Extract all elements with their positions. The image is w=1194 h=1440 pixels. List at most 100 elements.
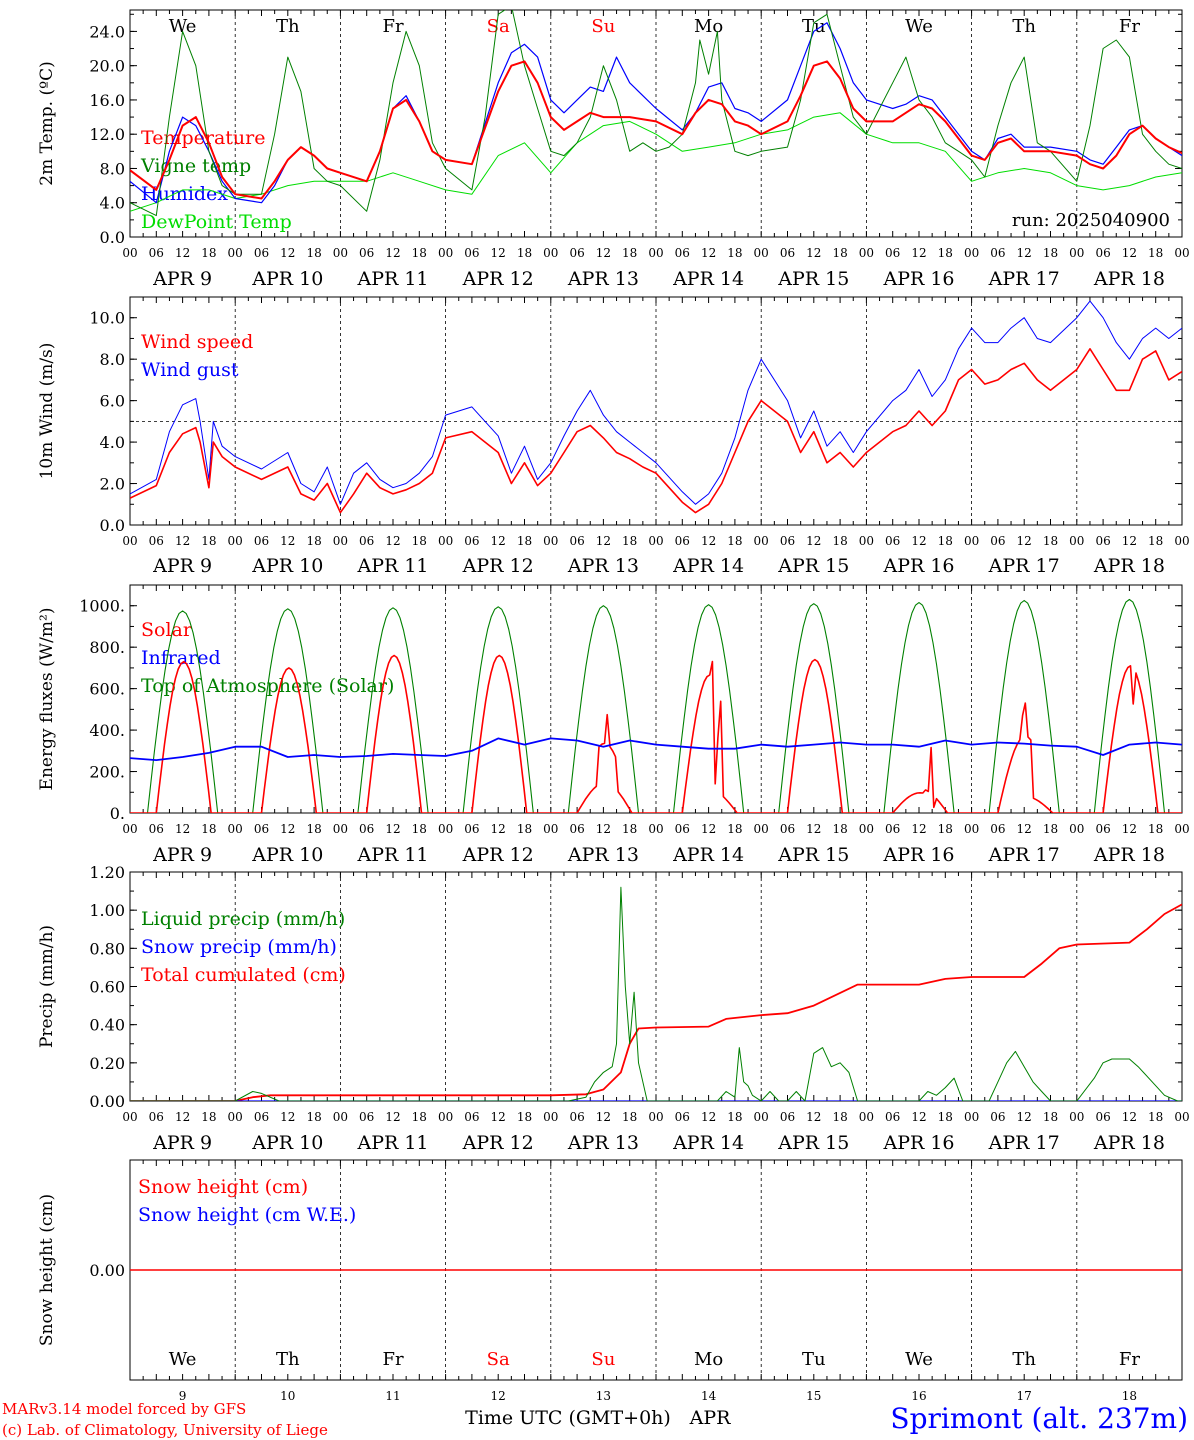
series-solar: [130, 654, 1182, 813]
hour-label: 12: [1122, 822, 1137, 836]
legend-item: Humidex: [141, 183, 228, 205]
hour-label: 18: [622, 822, 637, 836]
weekday-label: Fr: [1119, 16, 1140, 37]
date-label: APR 11: [356, 1132, 428, 1154]
hour-label: 00: [1174, 822, 1189, 836]
hour-label: 18: [517, 534, 532, 548]
hour-label: 12: [1017, 534, 1032, 548]
date-label: APR 12: [462, 844, 534, 866]
weekday-label: We: [169, 1349, 197, 1370]
date-label: APR 16: [882, 1132, 954, 1154]
hour-label: 18: [1148, 1110, 1163, 1124]
hour-label: 06: [990, 1110, 1005, 1124]
hour-label: 06: [464, 534, 479, 548]
date-label: APR 11: [356, 268, 428, 290]
hour-label: 12: [806, 822, 821, 836]
date-label: APR 12: [462, 1132, 534, 1154]
legend-item: Wind speed: [141, 331, 253, 353]
y-tick-label: 4.0: [100, 194, 125, 213]
legend-item: Liquid precip (mm/h): [141, 908, 345, 930]
y-tick-label: 400.: [89, 721, 125, 740]
legend-item: Wind gust: [141, 359, 239, 381]
panel-temperature: 0.04.08.012.016.020.024.02m Temp. (ºC) Te…: [37, 9, 1190, 290]
weekday-label: Th: [276, 1349, 300, 1370]
hour-label: 06: [780, 246, 795, 260]
hour-label: 18: [306, 822, 321, 836]
series-wind-gust: [130, 300, 1182, 505]
hour-label: 00: [859, 534, 874, 548]
hour-label: 12: [280, 534, 295, 548]
hour-label: 00: [228, 534, 243, 548]
date-label: APR 14: [672, 555, 744, 577]
day-number-label: 16: [911, 1389, 926, 1403]
hour-label: 00: [1069, 1110, 1084, 1124]
hour-label: 06: [675, 246, 690, 260]
hour-label: 12: [385, 534, 400, 548]
hour-label: 18: [412, 822, 427, 836]
hour-label: 18: [938, 822, 953, 836]
date-label: APR 18: [1093, 268, 1165, 290]
y-tick-label: 200.: [89, 763, 125, 782]
weekday-label: Sa: [487, 1349, 510, 1370]
y-tick-label: 6.0: [100, 392, 125, 411]
hour-label: 18: [938, 534, 953, 548]
hour-label: 06: [464, 822, 479, 836]
hour-label: 00: [333, 534, 348, 548]
hour-label: 12: [701, 534, 716, 548]
date-label: APR 13: [567, 555, 639, 577]
hour-label: 12: [911, 1110, 926, 1124]
weekday-label: We: [905, 16, 933, 37]
weekday-label: Su: [591, 16, 615, 37]
weekday-label: Sa: [487, 16, 510, 37]
hour-label: 00: [754, 822, 769, 836]
hour-label: 06: [675, 1110, 690, 1124]
hour-label: 06: [254, 1110, 269, 1124]
y-axis-label: 10m Wind (m/s): [37, 343, 57, 480]
hour-label: 18: [622, 534, 637, 548]
series-toa-solar: [130, 598, 1182, 813]
hour-label: 00: [754, 534, 769, 548]
weekday-label: Mo: [694, 1349, 723, 1370]
hour-label: 18: [412, 1110, 427, 1124]
y-tick-label: 0.0: [100, 516, 125, 535]
hour-label: 18: [1043, 534, 1058, 548]
hour-label: 06: [1095, 822, 1110, 836]
series-dewpoint-temp: [130, 112, 1182, 212]
y-tick-label: 1.00: [89, 901, 125, 920]
hour-label: 06: [990, 822, 1005, 836]
series-liquid-precip-mm-h-: [130, 886, 1182, 1101]
hour-label: 18: [201, 822, 216, 836]
date-label: APR 9: [152, 1132, 212, 1154]
hour-label: 00: [964, 822, 979, 836]
hour-label: 12: [596, 534, 611, 548]
series-wind-speed: [130, 348, 1182, 514]
y-tick-label: 2.0: [100, 475, 125, 494]
hour-label: 12: [596, 1110, 611, 1124]
date-label: APR 15: [777, 1132, 849, 1154]
hour-label: 12: [491, 822, 506, 836]
station-label: Sprimont (alt. 237m): [890, 1402, 1188, 1435]
hour-label: 06: [1095, 534, 1110, 548]
date-label: APR 15: [777, 268, 849, 290]
hour-label: 06: [569, 246, 584, 260]
hour-label: 18: [832, 246, 847, 260]
date-label: APR 17: [988, 844, 1060, 866]
hour-label: 06: [569, 534, 584, 548]
y-tick-label: 0.80: [89, 939, 125, 958]
hour-label: 00: [1069, 822, 1084, 836]
hour-label: 18: [201, 534, 216, 548]
hour-label: 12: [175, 822, 190, 836]
date-label: APR 11: [356, 555, 428, 577]
weekday-label: Su: [591, 1349, 615, 1370]
hour-label: 00: [648, 246, 663, 260]
hour-label: 06: [149, 1110, 164, 1124]
panel-energy: 0. 200. 400. 600. 800. 1000. Energy fluxes (W/…: [37, 584, 1190, 866]
day-number-label: 17: [1017, 1389, 1032, 1403]
hour-label: 18: [727, 534, 742, 548]
weekday-label: Mo: [694, 16, 723, 37]
hour-label: 18: [832, 822, 847, 836]
hour-label: 00: [228, 1110, 243, 1124]
legend-item: Snow precip (mm/h): [141, 936, 337, 958]
hour-label: 06: [1095, 1110, 1110, 1124]
